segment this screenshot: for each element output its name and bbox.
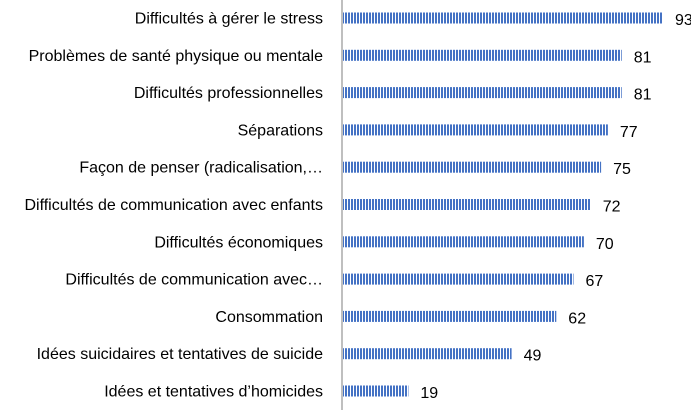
- category-label-2: Difficultés professionnelles: [134, 85, 323, 102]
- category-label-8: Consommation: [215, 309, 323, 326]
- bar-3: [343, 124, 608, 136]
- category-label-10: Idées et tentatives d’homicides: [104, 384, 323, 401]
- value-label-3: 77: [620, 124, 638, 141]
- bar-6: [343, 236, 584, 248]
- value-label-5: 72: [603, 199, 621, 216]
- value-label-4: 75: [613, 161, 631, 178]
- category-label-4: Façon de penser (radicalisation,…: [79, 160, 323, 177]
- category-label-0: Difficultés à gérer le stress: [135, 11, 323, 28]
- bar-4: [343, 161, 602, 173]
- bar-9: [343, 348, 512, 360]
- value-label-7: 67: [586, 273, 604, 290]
- value-label-9: 49: [524, 348, 542, 365]
- bars-layer: [343, 12, 663, 397]
- category-label-7: Difficultés de communication avec…: [65, 272, 323, 289]
- labels-layer: Difficultés à gérer le stress 93 Problèmes…: [24, 11, 691, 403]
- value-label-8: 62: [568, 310, 586, 327]
- value-label-2: 81: [634, 87, 652, 104]
- category-label-5: Difficultés de communication avec enfant…: [24, 197, 323, 214]
- bar-5: [343, 199, 591, 210]
- value-label-0: 93: [675, 12, 691, 29]
- bar-10: [343, 385, 409, 397]
- bar-1: [343, 49, 622, 61]
- value-label-1: 81: [634, 49, 652, 66]
- value-label-6: 70: [596, 236, 614, 253]
- bar-2: [343, 87, 622, 99]
- category-label-9: Idées suicidaires et tentatives de suici…: [37, 346, 323, 363]
- category-label-3: Séparations: [238, 122, 323, 139]
- category-label-1: Problèmes de santé physique ou mentale: [29, 48, 324, 65]
- bar-0: [343, 12, 663, 24]
- bar-7: [343, 273, 574, 285]
- category-label-6: Difficultés économiques: [154, 234, 323, 251]
- bar-8: [343, 310, 557, 322]
- value-label-10: 19: [420, 385, 438, 402]
